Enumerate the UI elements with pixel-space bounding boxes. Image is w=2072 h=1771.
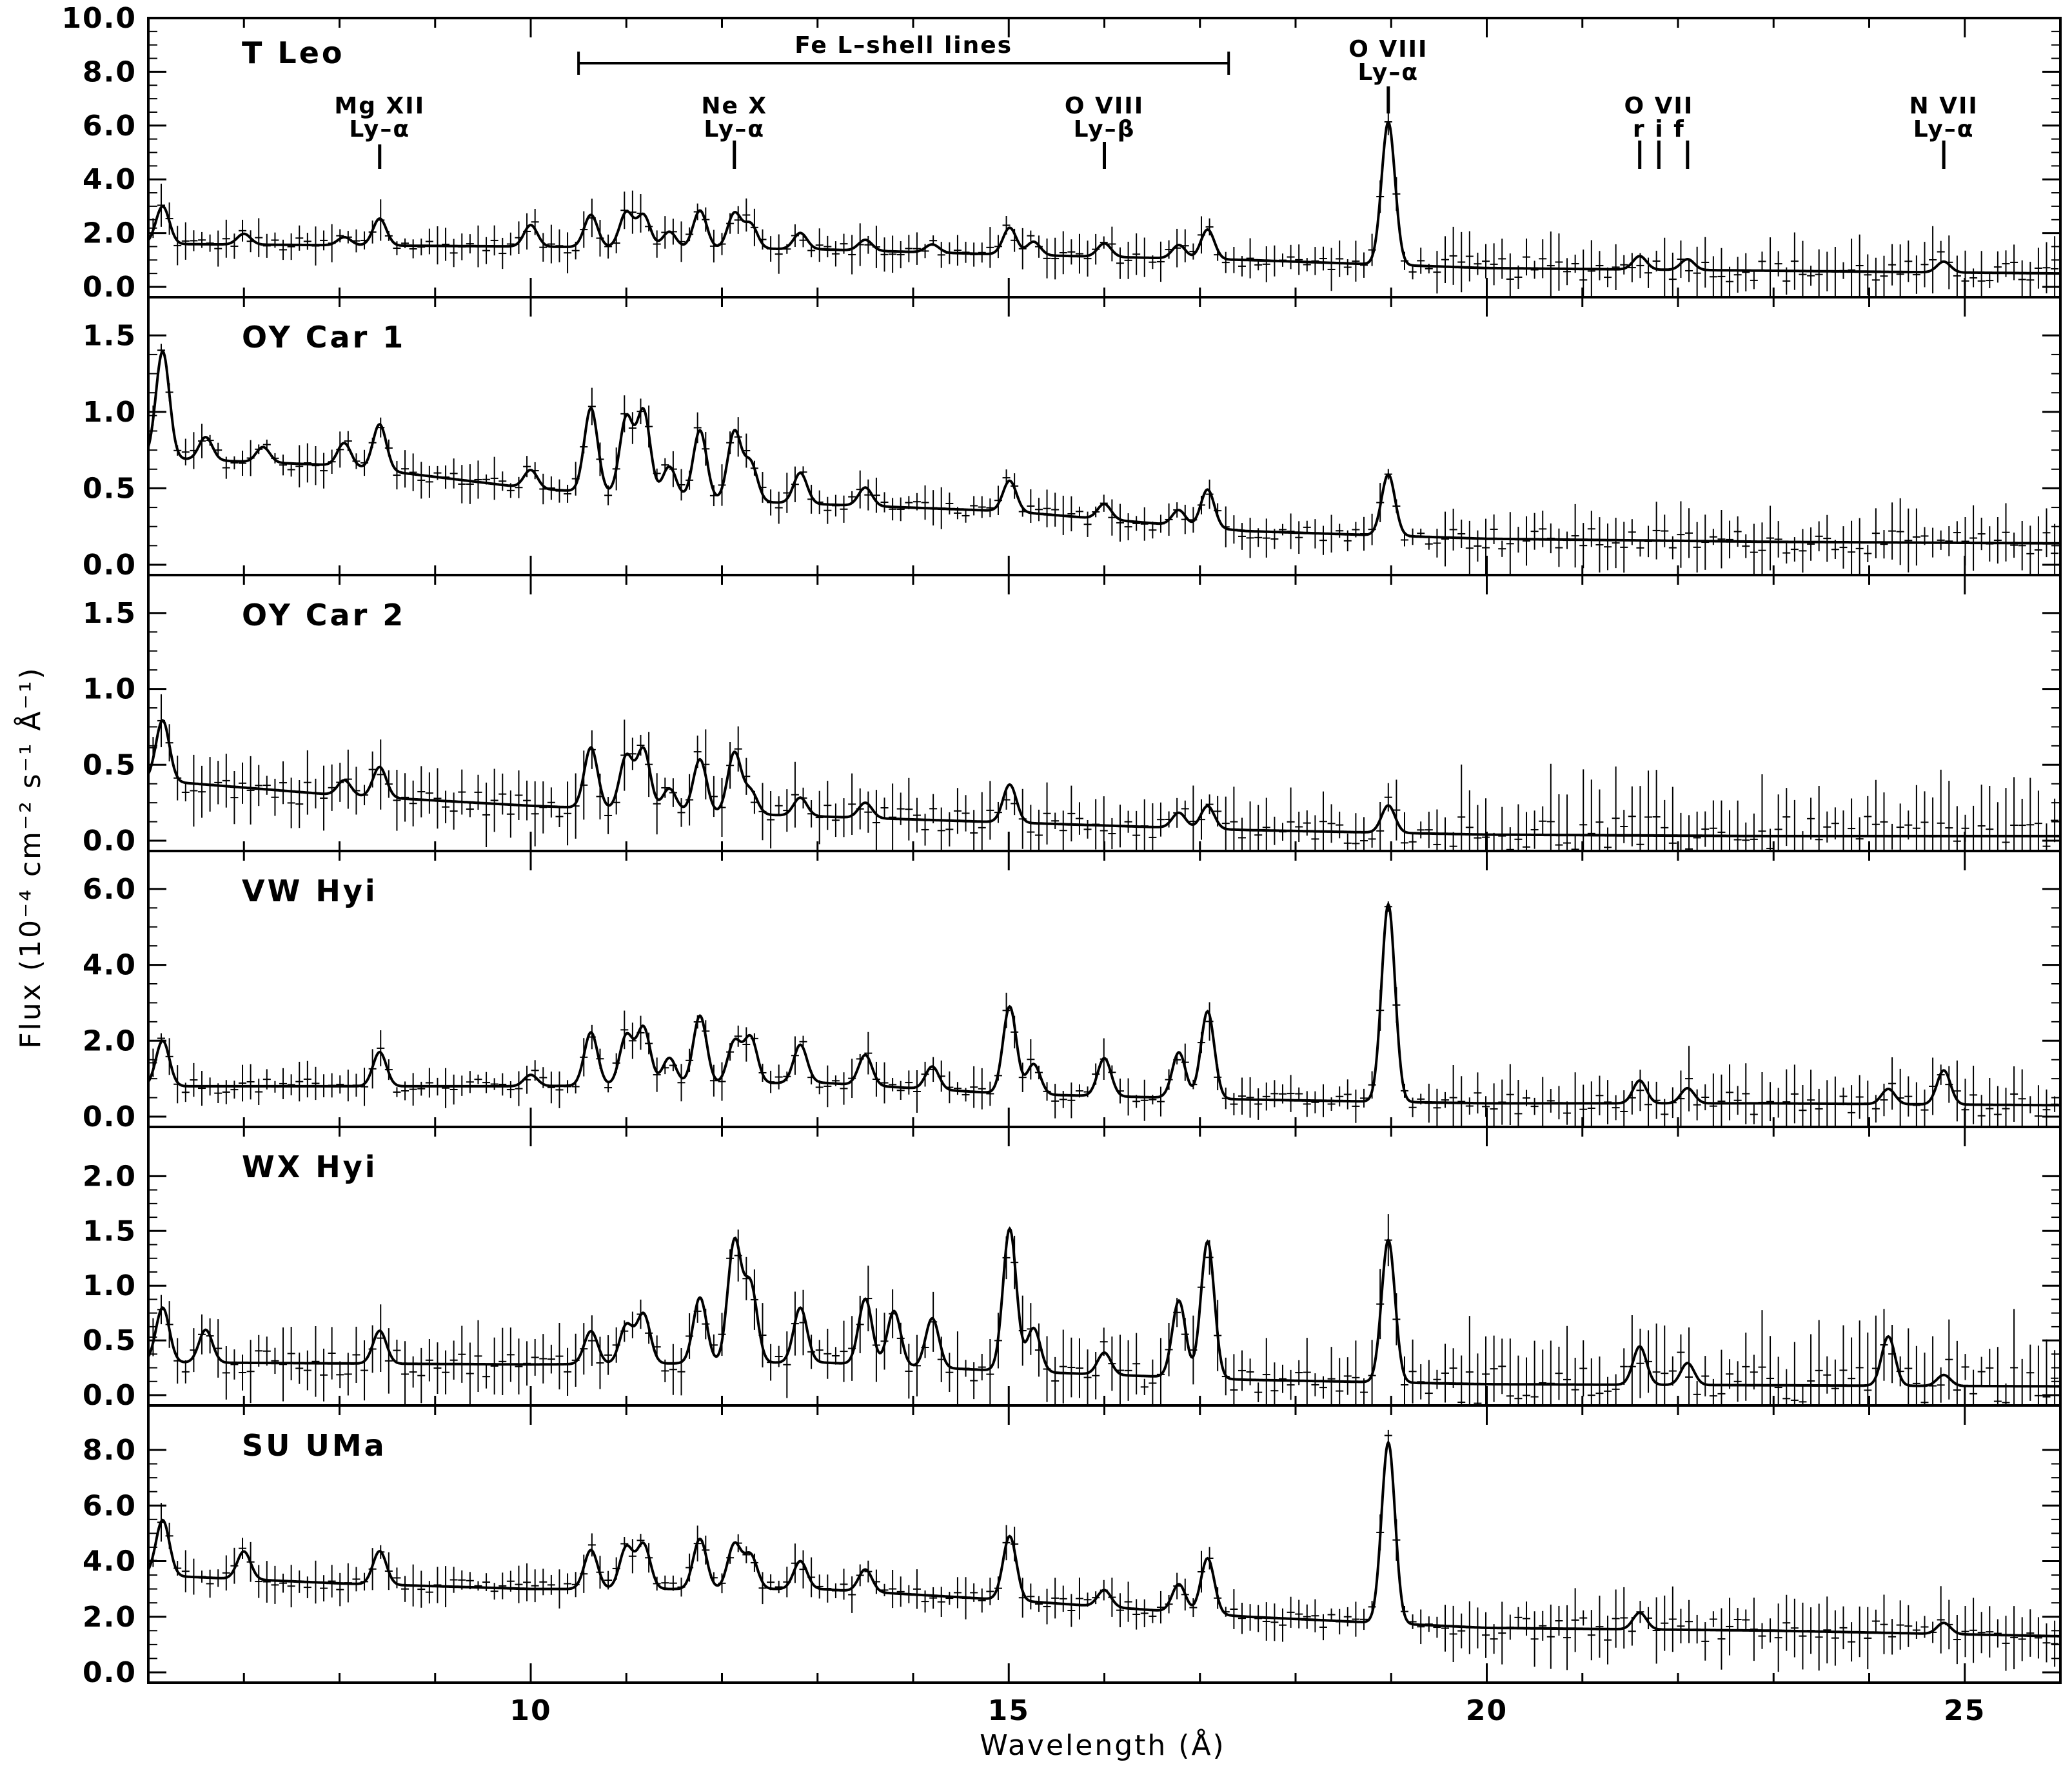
line-label-bottom: Ly–α [349, 116, 410, 142]
y-tick-label: 2.0 [83, 217, 137, 250]
y-tick-label: 2.0 [83, 1160, 137, 1193]
y-tick-label: 0.0 [83, 271, 137, 304]
y-tick-label: 2.0 [83, 1024, 137, 1057]
x-tick-label: 15 [988, 1694, 1030, 1727]
model-spectrum-line [148, 1226, 2060, 1388]
line-label-bottom: Ly–α [1357, 59, 1419, 86]
y-tick-label: 1.0 [83, 673, 137, 706]
data-points [149, 1214, 2059, 1405]
y-tick-label: 0.0 [83, 1379, 137, 1412]
data-points [149, 108, 2059, 297]
model-spectrum-line [148, 1440, 2060, 1638]
y-tick-label: 4.0 [83, 163, 137, 196]
y-tick-label: 8.0 [83, 55, 137, 88]
y-axis-title: Flux (10⁻⁴ cm⁻² s⁻¹ Å⁻¹) [13, 666, 47, 1048]
model-spectrum-line [148, 349, 2060, 545]
y-tick-label: 0.0 [83, 825, 137, 857]
line-label-top: O VIII [1348, 36, 1428, 63]
line-label-bottom: Ly–α [1913, 116, 1975, 142]
panel-3: 0.0 0.5 1.0 1.5 OY Car 2 [83, 574, 2062, 857]
x-tick-label: 25 [1944, 1694, 1986, 1727]
y-tick-label: 6.0 [83, 1489, 137, 1522]
data-points [149, 344, 2059, 575]
y-tick-label: 0.5 [83, 472, 137, 505]
panel-5: 0.0 0.5 1.0 1.5 2.0 WX Hyi [83, 1126, 2062, 1412]
y-tick-label: 0.0 [83, 1656, 137, 1689]
panel-6: 0.0 2.0 4.0 6.0 8.0 SU UMa [83, 1404, 2062, 1689]
line-label-top: Ne X [701, 93, 767, 119]
line-label-bottom: r i f [1633, 116, 1685, 142]
y-tick-label: 0.5 [83, 749, 137, 781]
y-tick-label: 4.0 [83, 1545, 137, 1578]
y-tick-label: 10.0 [61, 2, 137, 35]
line-label-top: N VII [1909, 93, 1978, 119]
data-points [149, 694, 2059, 851]
y-tick-label: 4.0 [83, 949, 137, 982]
panel-label: OY Car 2 [242, 598, 406, 632]
y-tick-label: 0.0 [83, 549, 137, 582]
x-tick-label: 20 [1466, 1694, 1508, 1727]
y-tick-label: 1.5 [83, 319, 137, 352]
y-tick-label: 8.0 [83, 1434, 137, 1467]
data-points [149, 1429, 2059, 1672]
panel-label: VW Hyi [242, 874, 378, 908]
y-tick-label: 1.0 [83, 1269, 137, 1302]
panel-1: 0.0 2.0 4.0 6.0 8.0 10.0 T Leo [61, 2, 2062, 304]
fe-band-label: Fe L–shell lines [794, 32, 1012, 59]
line-label-bottom: Ly–β [1074, 116, 1136, 142]
x-axis-title: Wavelength (Å) [980, 1728, 1225, 1762]
line-label-top: O VII [1624, 93, 1693, 119]
y-tick-label: 0.5 [83, 1324, 137, 1357]
panel-label: T Leo [242, 35, 345, 70]
y-tick-label: 0.0 [83, 1101, 137, 1133]
panel-frame [147, 296, 2062, 576]
y-tick-label: 2.0 [83, 1601, 137, 1634]
y-tick-label: 1.5 [83, 1215, 137, 1248]
panel-label: OY Car 1 [242, 320, 406, 355]
x-tick-label: 10 [509, 1694, 551, 1727]
y-tick-label: 1.0 [83, 396, 137, 429]
y-tick-label: 6.0 [83, 110, 137, 142]
y-tick-label: 1.5 [83, 597, 137, 630]
panel-label: WX Hyi [242, 1150, 377, 1184]
y-tick-label: 6.0 [83, 873, 137, 906]
panel-4: 0.0 2.0 4.0 6.0 VW Hyi [83, 850, 2062, 1133]
line-label-top: Mg XII [334, 93, 425, 119]
line-label-top: O VIII [1065, 93, 1144, 119]
panel-2: 0.0 0.5 1.0 1.5 OY Car 1 [83, 296, 2062, 582]
data-points [149, 901, 2059, 1127]
panel-frame [147, 1404, 2062, 1684]
panel-label: SU UMa [242, 1428, 387, 1463]
line-label-bottom: Ly–α [704, 116, 765, 142]
